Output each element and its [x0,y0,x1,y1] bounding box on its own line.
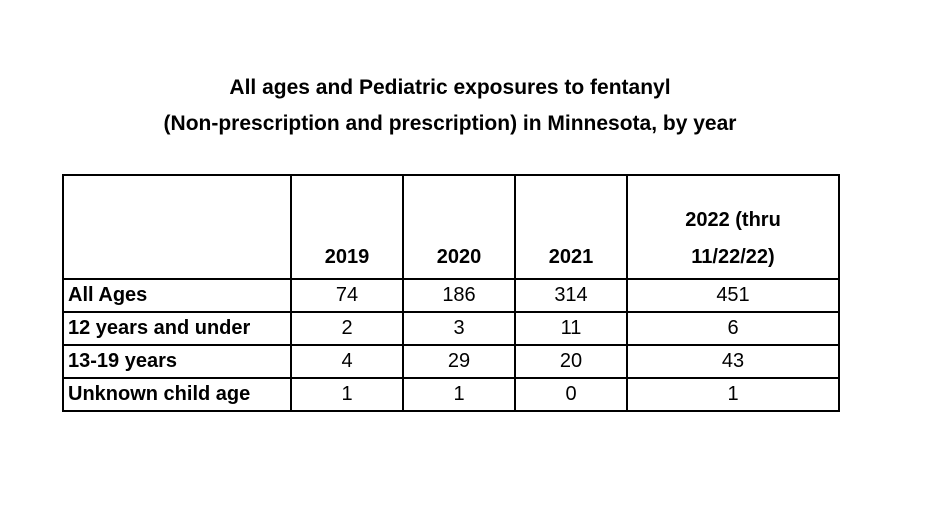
table-cell: 186 [402,278,516,313]
table-row: 13-19 years 4 29 20 43 [62,344,840,379]
chart-title-line-1: All ages and Pediatric exposures to fent… [229,76,671,99]
table-cell: 1 [626,377,840,412]
table-cell: 2 [290,311,404,346]
column-header-2021: 2021 [514,174,628,280]
row-label: 12 years and under [62,311,292,346]
table-cell: 0 [514,377,628,412]
table-cell: 1 [402,377,516,412]
chart-title-line-2: (Non-prescription and prescription) in M… [163,112,737,135]
column-header-corner [62,174,292,280]
column-header-2020: 2020 [402,174,516,280]
table-cell: 4 [290,344,404,379]
table-cell: 29 [402,344,516,379]
table-cell: 1 [290,377,404,412]
column-header-2022-line-2: 11/22/22) [691,246,775,268]
row-label: 13-19 years [62,344,292,379]
table-cell: 3 [402,311,516,346]
data-table: 2019 2020 2021 2022 (thru 11/22/22) All … [62,174,840,412]
table-row: 12 years and under 2 3 11 6 [62,311,840,346]
column-header-2022-line-1: 2022 (thru [685,209,781,231]
table-cell: 20 [514,344,628,379]
header-row: 2019 2020 2021 2022 (thru 11/22/22) [62,174,840,280]
table-cell: 74 [290,278,404,313]
table-cell: 43 [626,344,840,379]
table-cell: 451 [626,278,840,313]
column-header-2022: 2022 (thru 11/22/22) [626,174,840,280]
row-label: Unknown child age [62,377,292,412]
column-header-2019: 2019 [290,174,404,280]
table-cell: 11 [514,311,628,346]
row-label: All Ages [62,278,292,313]
table-row: All Ages 74 186 314 451 [62,278,840,313]
table-cell: 6 [626,311,840,346]
table-cell: 314 [514,278,628,313]
table-row: Unknown child age 1 1 0 1 [62,377,840,412]
